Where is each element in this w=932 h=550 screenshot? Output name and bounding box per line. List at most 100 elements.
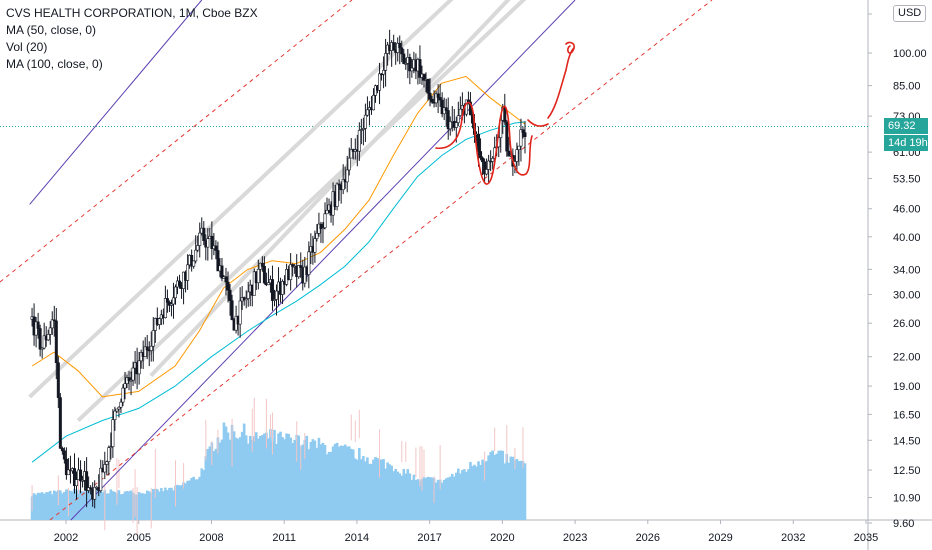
volume-bar <box>188 480 191 520</box>
candle-body <box>321 227 325 230</box>
volume-bar <box>32 493 36 520</box>
volume-bar <box>465 471 468 520</box>
candle-body <box>521 129 525 133</box>
y-tick-label: 100.00 <box>893 48 927 60</box>
symbol-title[interactable]: CVS HEALTH CORPORATION, 1M, Cboe BZX <box>6 6 258 20</box>
volume-bar <box>246 443 250 520</box>
volume-bar <box>362 456 365 520</box>
volume-bar <box>123 491 127 520</box>
user-drawings <box>0 0 713 521</box>
y-tick-label: 26.00 <box>893 318 921 330</box>
volume-spike <box>350 414 352 441</box>
volume-bar <box>477 461 480 520</box>
volume-bar <box>481 459 484 520</box>
handdrawn-stroke <box>565 41 575 54</box>
candle-body <box>246 291 250 299</box>
candle-body <box>479 151 483 159</box>
volume-bar <box>473 464 476 520</box>
volume-bar <box>315 447 319 520</box>
volume-bar <box>386 462 389 520</box>
volume-spike <box>300 445 302 470</box>
trend-channel-line <box>76 0 527 423</box>
ma100-legend[interactable]: MA (100, close, 0) <box>6 57 103 71</box>
countdown-tag: 14d 19h <box>884 135 928 152</box>
vol-legend[interactable]: Vol (20) <box>6 40 48 54</box>
volume-bar <box>281 437 284 520</box>
volume-bar <box>285 433 288 520</box>
volume-bar <box>113 492 117 520</box>
volume-spike <box>421 446 423 491</box>
volume-bar <box>293 439 296 520</box>
volume-bar <box>440 482 444 520</box>
candle-body <box>519 129 523 147</box>
volume-bar <box>321 442 325 520</box>
volume-bar <box>388 464 391 520</box>
volume-bar <box>269 429 272 520</box>
candle-body <box>430 98 434 103</box>
volume-bar <box>40 492 44 520</box>
volume-bar <box>444 478 448 520</box>
volume-bar <box>343 444 347 520</box>
volume-spike <box>419 446 421 487</box>
candle-body <box>75 479 79 487</box>
volume-bar <box>52 490 56 520</box>
volume-bar <box>143 493 147 520</box>
y-tick-label: 14.50 <box>893 435 921 447</box>
volume-spike <box>439 445 441 490</box>
candle-body <box>477 133 481 152</box>
volume-bar <box>55 491 58 520</box>
volume-bar <box>305 435 309 520</box>
candle-body <box>244 298 248 301</box>
volume-spike <box>358 409 360 439</box>
ma50-legend[interactable]: MA (50, close, 0) <box>6 23 97 37</box>
volume-bar <box>505 454 509 520</box>
candle-body <box>260 262 264 267</box>
candle-body <box>178 280 182 286</box>
volume-bar <box>430 477 434 520</box>
candle-body <box>434 93 438 104</box>
candle-body <box>117 406 121 410</box>
candle-body <box>54 320 58 363</box>
volume-spike <box>354 420 356 443</box>
candle-body <box>515 149 519 162</box>
x-tick-label: 2002 <box>54 532 78 544</box>
volume-spike <box>304 432 306 460</box>
volume-bar <box>61 493 64 520</box>
volume-bar <box>479 464 482 520</box>
candle-body <box>402 53 406 64</box>
currency-button[interactable]: USD <box>893 5 927 22</box>
x-tick-label: 2026 <box>636 532 660 544</box>
volume-bar <box>461 470 464 520</box>
candle-body <box>262 265 266 284</box>
volume-bar <box>364 461 367 520</box>
volume-bar <box>414 480 418 520</box>
trendline-lower <box>70 0 576 521</box>
volume-bar <box>240 431 244 520</box>
candle-body <box>422 73 426 81</box>
y-tick-label: 85.00 <box>893 81 921 93</box>
volume-bar <box>358 447 361 520</box>
candle-body <box>103 464 107 473</box>
volume-spike <box>401 440 403 463</box>
volume-bar <box>337 446 341 520</box>
candle-body <box>444 107 448 111</box>
volume-bar <box>153 488 157 520</box>
candle-body <box>226 281 230 291</box>
volume-bar <box>333 443 337 520</box>
volume-spike <box>433 476 435 504</box>
volume-bar <box>452 476 456 520</box>
candle-body <box>299 265 303 268</box>
candle-body <box>149 345 153 351</box>
candle-body <box>272 299 276 301</box>
volume-bar <box>75 491 78 520</box>
candle-body <box>256 268 260 284</box>
volume-bar <box>238 437 242 520</box>
volume-bar <box>374 456 377 520</box>
volume-bar <box>244 435 248 520</box>
volume-bar <box>368 463 371 520</box>
volume-bar <box>214 448 218 520</box>
y-tick-label: 10.90 <box>893 493 921 505</box>
volume-bar <box>198 476 202 520</box>
volume-bar <box>121 493 125 520</box>
